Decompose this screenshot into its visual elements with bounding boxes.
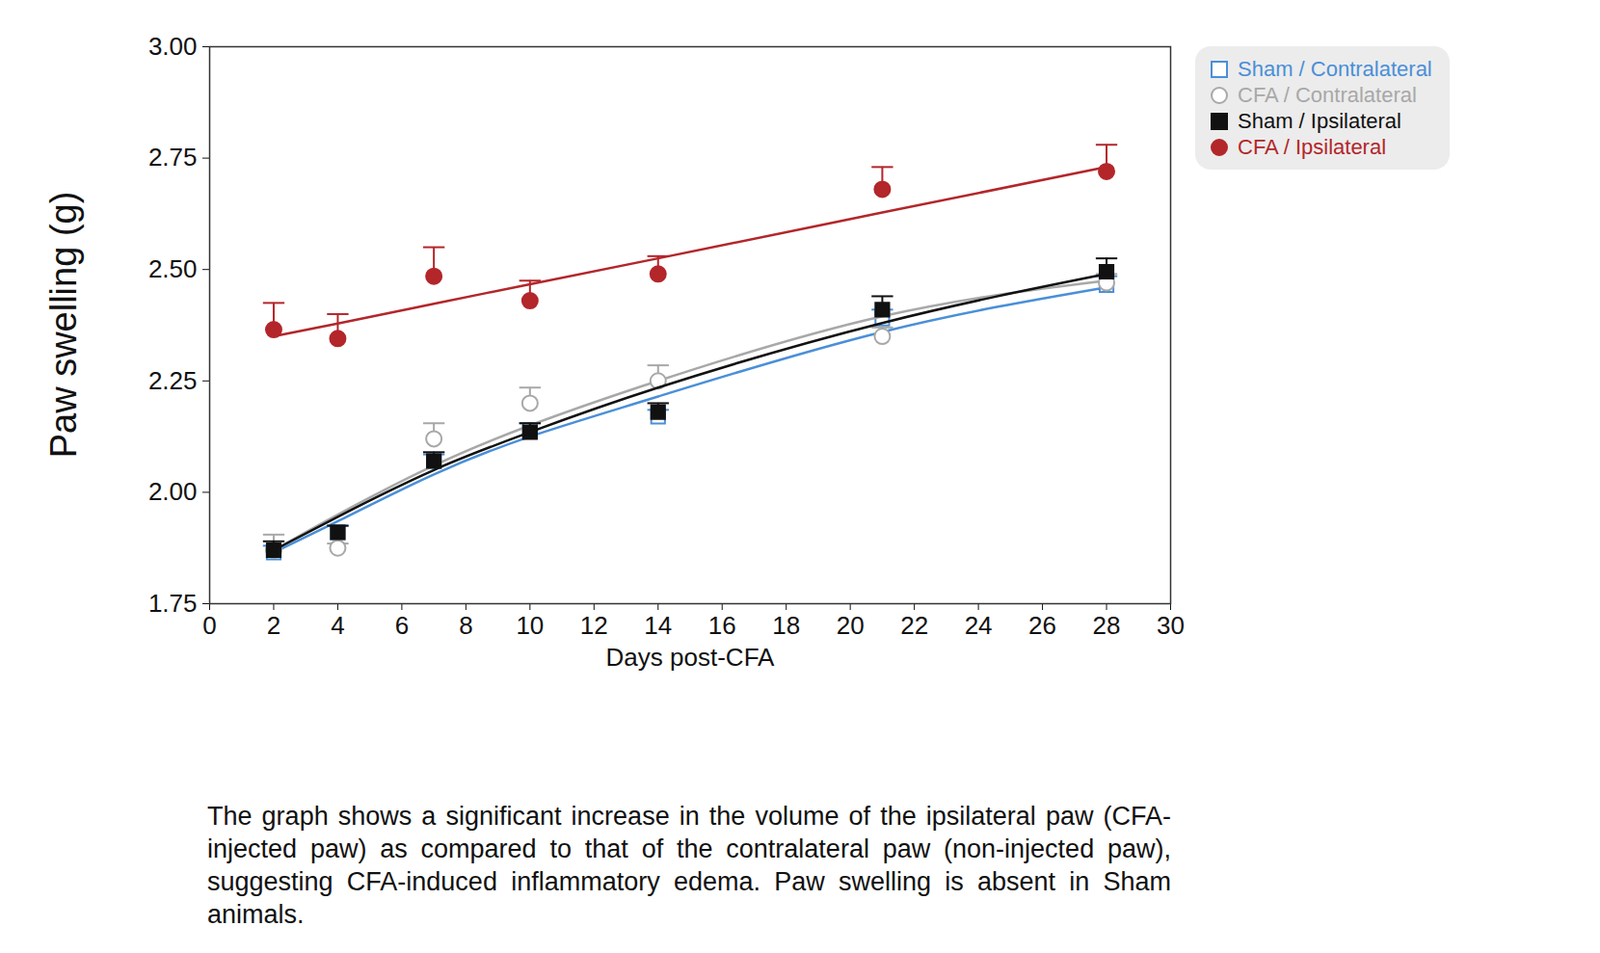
- html-text:Paw swelling (g): Paw swelling (g): [42, 191, 84, 459]
- svg-text:30: 30: [1156, 611, 1185, 640]
- svg-text:1.75: 1.75: [148, 588, 198, 618]
- svg-text:2.00: 2.00: [148, 477, 198, 507]
- svg-text:24: 24: [964, 611, 993, 640]
- html-text:Sham / Ipsilateral: Sham / Ipsilateral: [1237, 108, 1402, 134]
- svg-text:20: 20: [836, 611, 865, 640]
- html-text:The graph shows a significant: The graph shows a significant increase i…: [207, 801, 1172, 930]
- svg-text:28: 28: [1093, 611, 1121, 640]
- svg-text:16: 16: [708, 611, 737, 640]
- svg-text:3.00: 3.00: [148, 31, 198, 61]
- svg-text:14: 14: [643, 611, 672, 640]
- svg-text:0: 0: [202, 611, 216, 640]
- html-text:CFA / Contralateral: CFA / Contralateral: [1237, 82, 1417, 107]
- svg-text:2.50: 2.50: [148, 254, 198, 284]
- svg-text:2.25: 2.25: [148, 366, 198, 396]
- svg-text:2: 2: [266, 611, 281, 640]
- svg-text:8: 8: [458, 611, 473, 640]
- svg-text:18: 18: [772, 611, 800, 640]
- svg-text:22: 22: [900, 611, 929, 640]
- html-text:Sham / Contralateral: Sham / Contralateral: [1237, 56, 1433, 81]
- svg-text:6: 6: [395, 611, 409, 640]
- svg-text:12: 12: [580, 611, 609, 640]
- svg-text:Days post-CFA: Days post-CFA: [606, 642, 775, 672]
- svg-text:10: 10: [515, 611, 544, 640]
- html-text:CFA / Ipsilateral: CFA / Ipsilateral: [1237, 134, 1387, 160]
- svg-text:26: 26: [1028, 611, 1057, 640]
- svg-text:4: 4: [330, 611, 345, 640]
- svg-text:2.75: 2.75: [148, 142, 198, 172]
